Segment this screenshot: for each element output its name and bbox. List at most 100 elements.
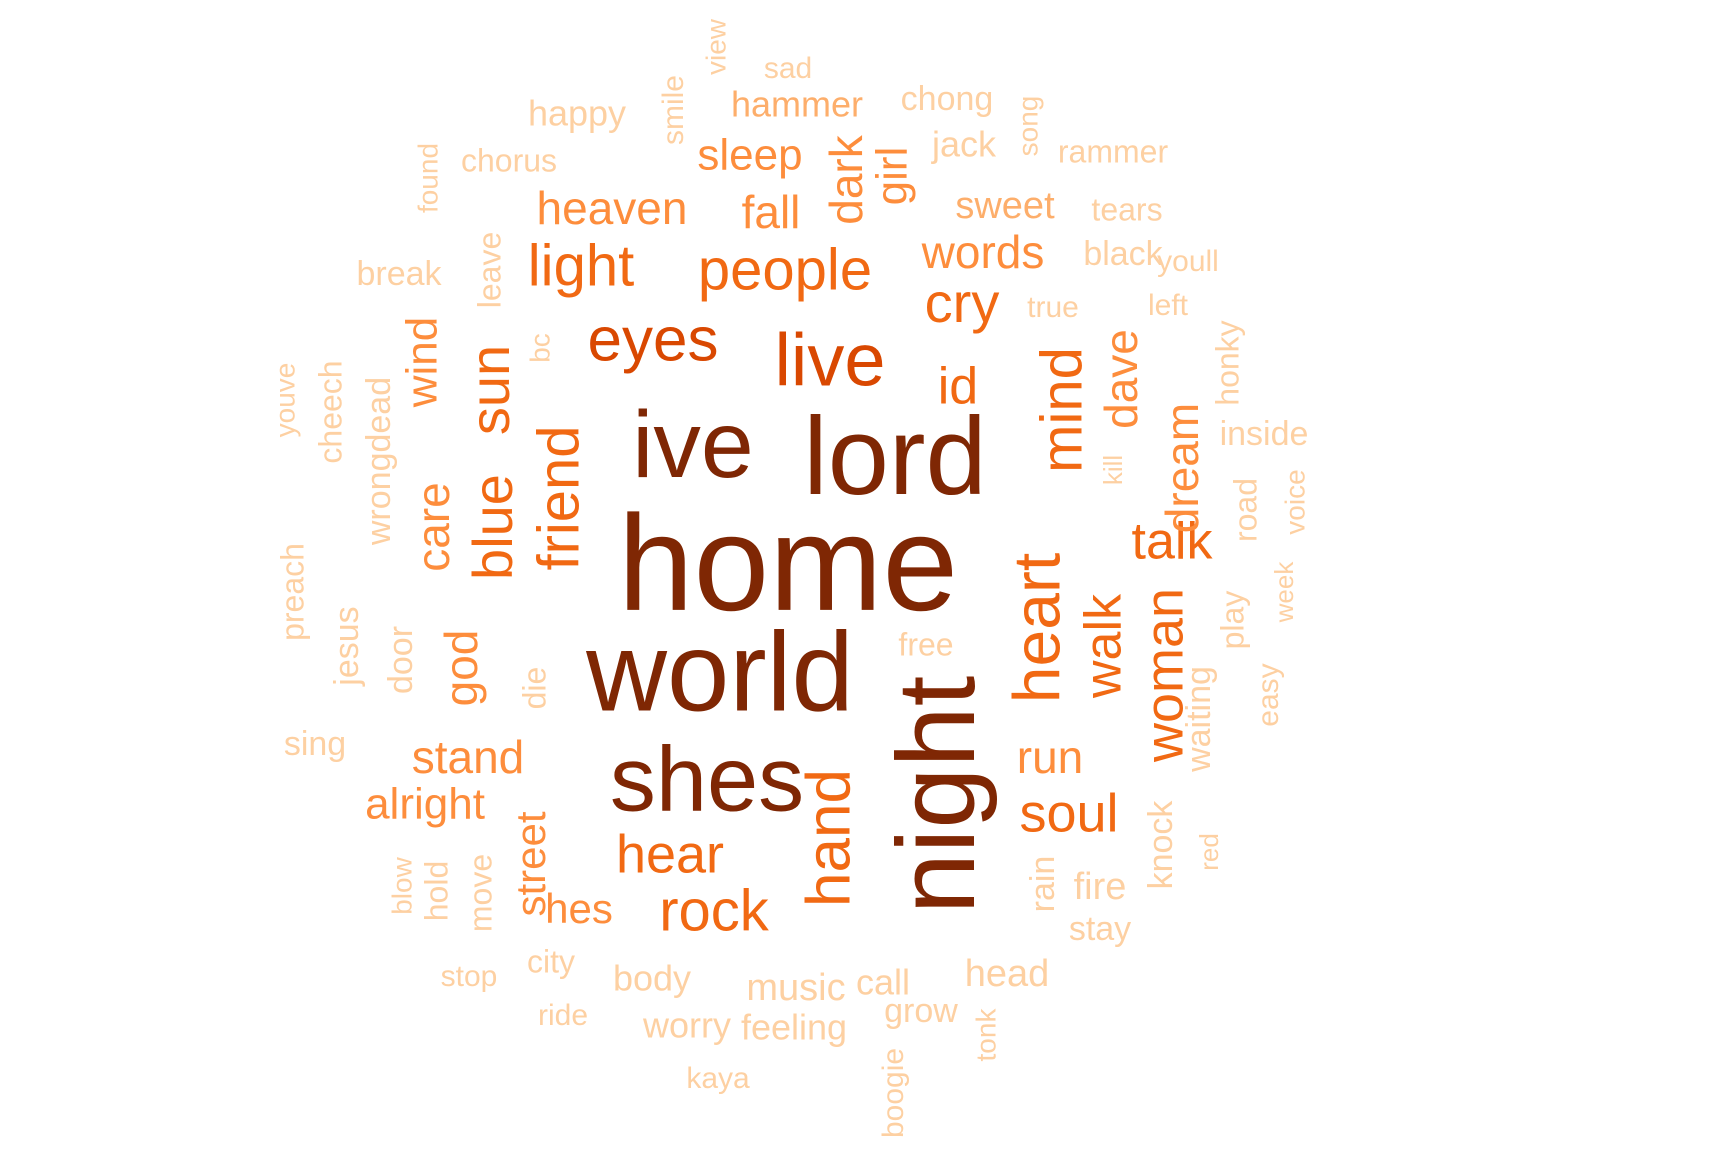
word-wind: wind (398, 317, 447, 409)
word-grow: grow (884, 992, 958, 1030)
word-woman: woman (1134, 588, 1194, 763)
word-god: god (435, 630, 487, 707)
word-hes: hes (545, 885, 613, 932)
word-chong: chong (901, 80, 994, 118)
word-hear: hear (616, 824, 724, 884)
word-home: home (618, 487, 958, 639)
word-world: world (585, 610, 854, 735)
word-kill: kill (1098, 455, 1128, 485)
word-night: night (875, 676, 998, 915)
word-youve: youve (269, 363, 300, 438)
word-call: call (856, 962, 910, 1003)
word-sleep: sleep (697, 131, 802, 180)
word-blow: blow (386, 856, 417, 914)
word-smile: smile (657, 75, 690, 145)
word-mind: mind (1029, 347, 1094, 473)
word-waiting: waiting (1180, 666, 1218, 773)
word-wrongdead: wrongdead (360, 377, 398, 546)
word-found: found (412, 143, 443, 213)
word-soul: soul (1019, 783, 1118, 843)
word-bc: bc (524, 333, 555, 363)
word-hold: hold (418, 861, 454, 922)
word-view: view (700, 18, 731, 75)
word-heaven: heaven (537, 182, 688, 234)
word-light: light (528, 233, 634, 298)
word-cry: cry (925, 271, 1000, 334)
word-music: music (746, 967, 845, 1009)
word-sun: sun (458, 345, 521, 435)
word-stand: stand (412, 731, 525, 783)
word-blue: blue (461, 474, 524, 580)
word-friend: friend (526, 425, 591, 570)
word-chorus: chorus (461, 142, 557, 178)
word-run: run (1017, 731, 1083, 783)
word-preach: preach (274, 543, 310, 641)
word-lord: lord (803, 395, 986, 518)
word-leave: leave (471, 232, 507, 309)
word-eyes: eyes (588, 305, 719, 374)
word-alright: alright (365, 780, 485, 829)
word-sweet: sweet (955, 185, 1055, 227)
word-fall: fall (742, 186, 801, 238)
word-words: words (921, 226, 1045, 278)
word-care: care (407, 482, 459, 571)
word-dream: dream (1156, 403, 1208, 533)
word-hammer: hammer (731, 84, 863, 125)
word-body: body (613, 958, 691, 999)
word-boogie: boogie (877, 1048, 910, 1138)
word-play: play (1214, 591, 1250, 650)
word-stay: stay (1069, 910, 1131, 948)
word-city: city (527, 943, 575, 979)
word-stop: stop (441, 960, 498, 993)
word-happy: happy (528, 93, 626, 134)
word-move: move (462, 854, 498, 932)
word-true: true (1027, 291, 1079, 324)
word-tonk: tonk (970, 1008, 1001, 1062)
word-talk: talk (1132, 513, 1214, 571)
word-kaya: kaya (686, 1062, 750, 1095)
word-jack: jack (931, 124, 997, 165)
word-girl: girl (868, 147, 917, 206)
word-dave: dave (1095, 329, 1147, 429)
word-hand: hand (794, 769, 863, 907)
word-live: live (774, 319, 885, 402)
word-voice: voice (1279, 469, 1310, 534)
word-shes: shes (610, 728, 804, 830)
word-cheech: cheech (312, 360, 348, 463)
word-heart: heart (999, 553, 1073, 703)
word-people: people (698, 237, 872, 302)
word-week: week (1269, 561, 1299, 624)
word-song: song (1012, 96, 1043, 157)
word-red: red (1194, 833, 1224, 871)
word-jesus: jesus (328, 606, 366, 686)
word-fire: fire (1074, 866, 1127, 908)
word-tears: tears (1091, 191, 1162, 227)
word-youll: youll (1157, 245, 1219, 278)
word-left: left (1148, 289, 1189, 322)
word-honky: honky (1209, 320, 1245, 405)
word-sad: sad (764, 52, 812, 85)
word-inside: inside (1220, 415, 1309, 453)
word-ive: ive (632, 392, 753, 498)
word-door: door (382, 626, 420, 694)
word-sing: sing (284, 725, 346, 763)
word-free: free (898, 626, 953, 662)
word-break: break (356, 255, 442, 293)
word-black: black (1083, 235, 1163, 273)
word-feeling: feeling (741, 1007, 847, 1048)
word-id: id (938, 358, 978, 416)
word-rain: rain (1024, 856, 1062, 913)
word-easy: easy (1252, 663, 1285, 726)
word-ride: ride (538, 999, 588, 1032)
word-street: street (507, 811, 554, 916)
word-die: die (516, 667, 552, 710)
word-worry: worry (642, 1005, 731, 1046)
word-road: road (1227, 478, 1263, 542)
word-dark: dark (820, 134, 872, 224)
word-walk: walk (1075, 593, 1133, 699)
word-rock: rock (659, 878, 770, 943)
word-knock: knock (1142, 800, 1180, 890)
word-rammer: rammer (1058, 133, 1169, 169)
